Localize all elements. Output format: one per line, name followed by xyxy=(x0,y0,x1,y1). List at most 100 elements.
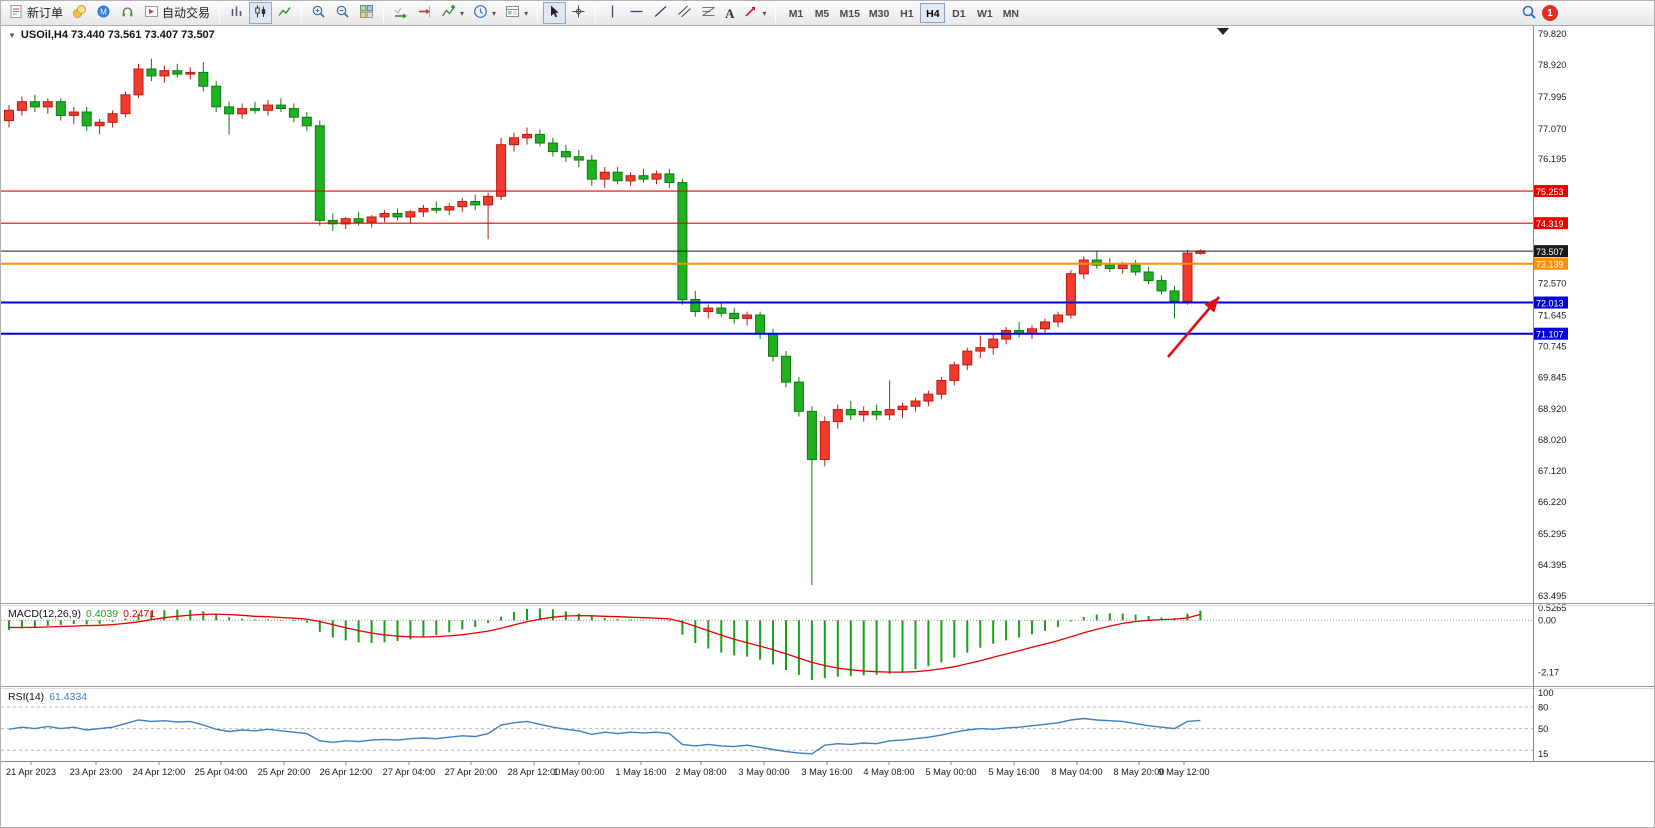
template-icon xyxy=(505,4,520,22)
svg-text:2 May 08:00: 2 May 08:00 xyxy=(675,767,726,777)
timeframe-button-m15[interactable]: M15 xyxy=(839,8,860,20)
coins-icon xyxy=(72,4,87,22)
toolbar-separator xyxy=(537,4,539,22)
svg-text:80: 80 xyxy=(1538,702,1548,712)
new-order-label: 新订单 xyxy=(27,6,64,20)
svg-text:8 May 04:00: 8 May 04:00 xyxy=(1051,767,1102,777)
channel-icon xyxy=(677,4,692,22)
zoom-in-button[interactable] xyxy=(307,2,330,24)
svg-text:26 Apr 12:00: 26 Apr 12:00 xyxy=(320,767,373,777)
support-button[interactable] xyxy=(116,2,139,24)
tile-windows-button[interactable] xyxy=(355,2,378,24)
chart-shift-button[interactable] xyxy=(413,2,436,24)
time-axis[interactable]: 21 Apr 2023 23 Apr 23:00 24 Apr 12:00 25 Ap… xyxy=(1,761,1655,778)
deposit-button[interactable] xyxy=(68,2,91,24)
resistance-line-1[interactable]: 75.253 xyxy=(1,185,1568,198)
toolbar-separator xyxy=(219,4,221,22)
arrow-tool-icon xyxy=(743,4,758,22)
notification-badge[interactable]: 1 xyxy=(1542,5,1558,21)
svg-text:27 Apr 04:00: 27 Apr 04:00 xyxy=(383,767,436,777)
cursor-button[interactable] xyxy=(543,2,567,24)
indicators-button[interactable]: ▾ xyxy=(437,2,468,24)
text-button[interactable]: A xyxy=(721,2,738,24)
macd-pane: 0.5265 0.00 -2.17 xyxy=(1,603,1566,680)
timeframe-button-m30[interactable]: M30 xyxy=(868,8,890,20)
support-line-1[interactable]: 72.013 xyxy=(1,296,1568,309)
templates-button[interactable]: ▾ xyxy=(501,2,532,24)
candlestick-series xyxy=(4,58,1206,586)
support-line-2[interactable]: 71.107 xyxy=(1,327,1568,340)
candlestick-chart-icon xyxy=(253,4,268,22)
svg-text:15: 15 xyxy=(1538,749,1548,759)
vertical-line-icon xyxy=(605,4,620,22)
bar-chart-icon xyxy=(229,4,244,22)
svg-text:73.507: 73.507 xyxy=(1536,247,1564,257)
svg-text:5 May 00:00: 5 May 00:00 xyxy=(925,767,976,777)
svg-text:76.195: 76.195 xyxy=(1538,154,1566,164)
channel-button[interactable] xyxy=(673,2,696,24)
timeframe-button-w1[interactable]: W1 xyxy=(976,8,993,20)
crosshair-button[interactable] xyxy=(567,2,590,24)
toolbar-separator xyxy=(383,4,385,22)
svg-text:65.295: 65.295 xyxy=(1538,529,1566,539)
magnifier-icon xyxy=(1521,4,1537,23)
periods-button[interactable]: ▾ xyxy=(469,2,500,24)
line-chart-button[interactable] xyxy=(273,2,296,24)
svg-text:1 May 16:00: 1 May 16:00 xyxy=(615,767,666,777)
timeframe-button-mn[interactable]: MN xyxy=(1002,8,1020,20)
svg-text:28 Apr 12:00: 28 Apr 12:00 xyxy=(508,767,561,777)
timeframe-button-m5[interactable]: M5 xyxy=(814,8,830,20)
vertical-line-button[interactable] xyxy=(601,2,624,24)
zoom-out-icon xyxy=(335,4,350,22)
new-order-button[interactable]: 新订单 xyxy=(5,2,67,24)
autotrading-button[interactable]: 自动交易 xyxy=(140,2,214,24)
resistance-line-2[interactable]: 74.319 xyxy=(1,217,1568,230)
svg-text:67.120: 67.120 xyxy=(1538,466,1566,476)
timeframe-button-h1[interactable]: H1 xyxy=(900,8,914,20)
crosshair-icon xyxy=(571,4,586,22)
bar-chart-button[interactable] xyxy=(225,2,248,24)
pane-separators[interactable] xyxy=(1,26,1655,761)
auto-scroll-button[interactable] xyxy=(389,2,412,24)
candlestick-chart-button[interactable] xyxy=(249,2,273,24)
collapse-panel-icon[interactable]: ▼ xyxy=(8,30,16,40)
chart-area[interactable]: 75.253 74.319 73.507 73.139 72.013 71.107 79.8… xyxy=(1,26,1655,828)
svg-text:9 May 12:00: 9 May 12:00 xyxy=(1158,767,1209,777)
svg-text:66.220: 66.220 xyxy=(1538,497,1566,507)
timeframe-button-h4[interactable]: H4 xyxy=(920,3,946,23)
toolbar-separator xyxy=(595,4,597,22)
trendline-button[interactable] xyxy=(649,2,672,24)
line-chart-icon xyxy=(277,4,292,22)
arrows-button[interactable]: ▾ xyxy=(739,2,770,24)
search-button[interactable] xyxy=(1517,2,1541,24)
tile-windows-icon xyxy=(359,4,374,22)
pivot-line-orange[interactable]: 73.139 xyxy=(1,257,1568,270)
auto-scroll-icon xyxy=(393,4,408,22)
new-order-icon xyxy=(9,4,24,22)
indicators-icon xyxy=(441,4,456,22)
svg-text:24 Apr 12:00: 24 Apr 12:00 xyxy=(133,767,186,777)
svg-text:100: 100 xyxy=(1538,688,1554,698)
zoom-in-icon xyxy=(311,4,326,22)
current-price-line[interactable]: 73.507 xyxy=(1,245,1568,258)
svg-text:27 Apr 20:00: 27 Apr 20:00 xyxy=(445,767,498,777)
price-axis[interactable]: 79.820 78.920 77.995 77.070 76.195 72.570 71.6… xyxy=(1538,29,1566,601)
toolbar-separator xyxy=(775,4,777,22)
horizontal-line-icon xyxy=(629,4,644,22)
chevron-down-icon: ▾ xyxy=(492,8,497,18)
zoom-out-button[interactable] xyxy=(331,2,354,24)
rsi-pane: 100 80 50 15 xyxy=(1,688,1554,759)
toolbar-separator xyxy=(301,4,303,22)
svg-text:-2.17: -2.17 xyxy=(1538,667,1559,677)
cursor-icon xyxy=(547,4,562,22)
timeframe-button-d1[interactable]: D1 xyxy=(952,8,966,20)
timeframe-button-m1[interactable]: M1 xyxy=(788,8,804,20)
horizontal-line-button[interactable] xyxy=(625,2,648,24)
community-button[interactable]: M xyxy=(92,2,115,24)
fibonacci-button[interactable] xyxy=(697,2,720,24)
clock-icon xyxy=(473,4,488,22)
trend-arrow-annotation[interactable] xyxy=(1167,296,1220,358)
text-tool-icon: A xyxy=(725,5,735,21)
